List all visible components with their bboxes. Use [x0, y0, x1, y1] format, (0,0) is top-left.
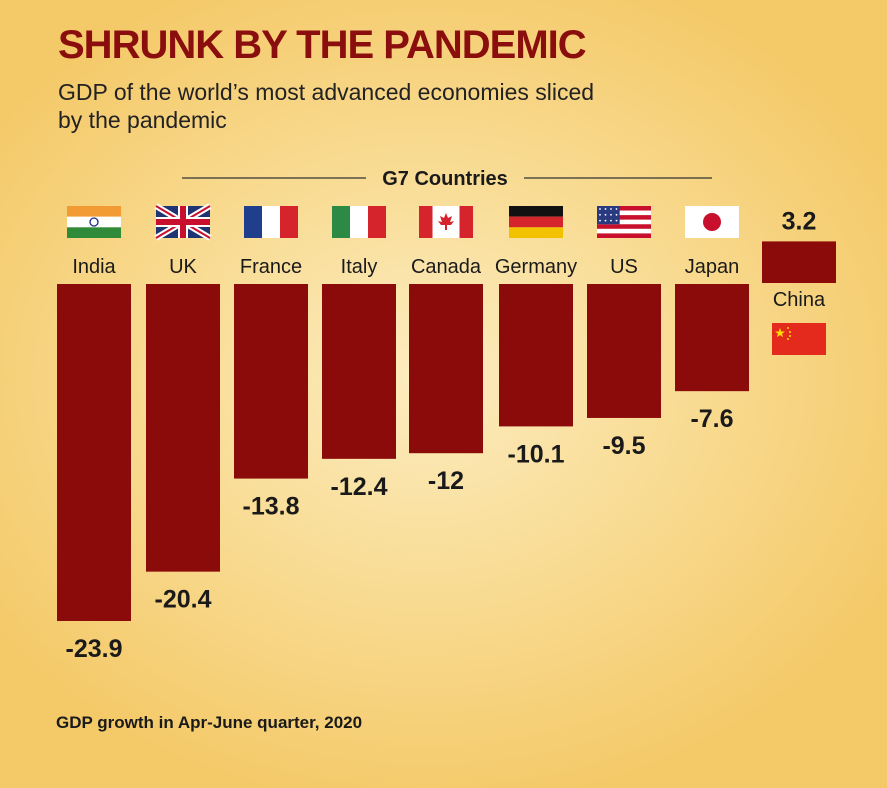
value-label-canada: -12: [428, 467, 464, 495]
g7-group-label: G7 Countries: [382, 168, 508, 190]
chart-subtitle-line-1: GDP of the world’s most advanced economi…: [58, 79, 594, 105]
uk-flag-icon: [154, 203, 212, 241]
chart-subtitle-line-2: by the pandemic: [58, 107, 227, 133]
bar-china: [762, 241, 836, 283]
category-label-france: France: [240, 256, 302, 278]
france-flag-icon: [244, 206, 298, 238]
bar-canada: [409, 284, 483, 454]
value-label-france: -13.8: [243, 493, 300, 521]
value-label-china: 3.2: [782, 207, 817, 235]
japan-flag-icon: [685, 206, 739, 238]
category-label-us: US: [610, 256, 638, 278]
bar-italy: [322, 284, 396, 459]
category-label-italy: Italy: [341, 256, 378, 278]
india-flag-icon: [67, 206, 121, 238]
bar-uk: [146, 284, 220, 572]
category-label-japan: Japan: [685, 256, 740, 278]
china-flag-icon: [772, 323, 826, 355]
category-label-germany: Germany: [495, 256, 577, 278]
bar-germany: [499, 284, 573, 427]
category-label-china: China: [773, 289, 826, 311]
value-label-japan: -7.6: [690, 405, 733, 433]
chart-title: SHRUNK BY THE PANDEMIC: [58, 23, 586, 67]
value-label-india: -23.9: [66, 635, 123, 663]
category-label-canada: Canada: [411, 256, 482, 278]
bar-india: [57, 284, 131, 621]
footnote: GDP growth in Apr-June quarter, 2020: [56, 713, 362, 732]
value-label-germany: -10.1: [508, 440, 565, 468]
bar-france: [234, 284, 308, 479]
bar-us: [587, 284, 661, 418]
bar-japan: [675, 284, 749, 392]
value-label-italy: -12.4: [331, 473, 388, 501]
italy-flag-icon: [332, 206, 386, 238]
category-label-uk: UK: [169, 256, 197, 278]
value-label-uk: -20.4: [155, 586, 212, 614]
us-flag-icon: [597, 206, 651, 238]
canada-flag-icon: [419, 206, 473, 238]
value-label-us: -9.5: [602, 432, 645, 460]
category-label-india: India: [72, 256, 116, 278]
germany-flag-icon: [509, 206, 563, 238]
